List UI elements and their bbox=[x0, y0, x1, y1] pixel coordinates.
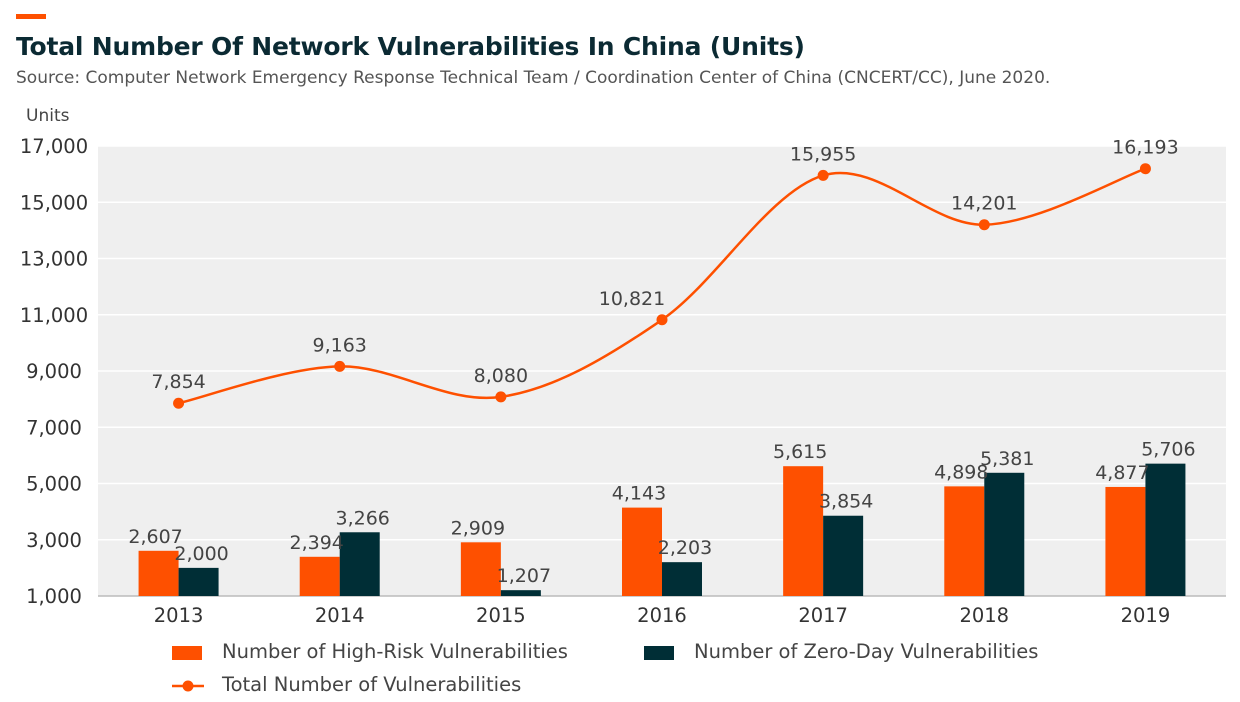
data-label-high-risk: 4,877 bbox=[1095, 462, 1149, 484]
data-label-total: 16,193 bbox=[1112, 137, 1178, 159]
chart-subtitle: Source: Computer Network Emergency Respo… bbox=[16, 68, 1051, 88]
data-label-zero-day: 2,000 bbox=[174, 543, 228, 565]
y-tick-label: 11,000 bbox=[20, 304, 88, 327]
bar-zero-day bbox=[339, 532, 380, 596]
legend-label-zero-day: Number of Zero-Day Vulnerabilities bbox=[694, 640, 1039, 663]
bar-high-risk bbox=[299, 556, 340, 596]
data-label-total: 14,201 bbox=[951, 193, 1017, 215]
data-label-zero-day: 1,207 bbox=[497, 565, 551, 587]
legend-label-high-risk: Number of High-Risk Vulnerabilities bbox=[222, 640, 568, 663]
x-tick-label: 2014 bbox=[315, 604, 365, 627]
legend-label-total: Total Number of Vulnerabilities bbox=[222, 673, 522, 696]
data-label-high-risk: 2,909 bbox=[451, 517, 505, 539]
y-tick-label: 1,000 bbox=[26, 585, 82, 608]
y-tick-label: 7,000 bbox=[26, 416, 82, 439]
point-total bbox=[817, 169, 829, 181]
bar-high-risk bbox=[1105, 486, 1146, 596]
bar-high-risk bbox=[460, 542, 501, 596]
y-axis-label: Units bbox=[26, 106, 70, 126]
bar-high-risk bbox=[622, 507, 662, 596]
data-label-total: 10,821 bbox=[599, 288, 665, 310]
data-label-high-risk: 2,394 bbox=[290, 532, 344, 554]
point-total bbox=[495, 391, 507, 403]
data-label-total: 7,854 bbox=[151, 371, 205, 393]
x-tick-label: 2015 bbox=[476, 604, 526, 627]
y-tick-label: 17,000 bbox=[20, 135, 88, 158]
bar-zero-day bbox=[1145, 463, 1186, 596]
data-label-high-risk: 4,898 bbox=[934, 461, 988, 483]
bar-zero-day bbox=[823, 515, 864, 596]
data-label-total: 15,955 bbox=[790, 143, 856, 165]
point-total bbox=[1139, 163, 1151, 175]
data-label-zero-day: 5,706 bbox=[1141, 439, 1195, 461]
data-label-zero-day: 3,854 bbox=[819, 491, 873, 513]
x-tick-label: 2017 bbox=[798, 604, 848, 627]
y-tick-label: 9,000 bbox=[26, 360, 82, 383]
bar-zero-day bbox=[662, 562, 702, 596]
bar-zero-day bbox=[984, 472, 1025, 596]
data-label-high-risk: 2,607 bbox=[128, 526, 182, 548]
data-label-high-risk: 4,143 bbox=[612, 483, 666, 505]
x-tick-label: 2016 bbox=[637, 604, 687, 627]
y-tick-label: 15,000 bbox=[20, 191, 88, 214]
legend-swatch-zero-day bbox=[644, 646, 674, 660]
point-total bbox=[656, 314, 668, 326]
bar-high-risk bbox=[944, 486, 985, 596]
x-tick-label: 2019 bbox=[1121, 604, 1171, 627]
chart-title: Total Number Of Network Vulnerabilities … bbox=[16, 32, 805, 61]
data-label-zero-day: 5,381 bbox=[980, 448, 1034, 470]
point-total bbox=[173, 397, 185, 409]
bar-zero-day bbox=[178, 567, 219, 596]
data-label-zero-day: 3,266 bbox=[336, 507, 390, 529]
legend-marker-total bbox=[172, 680, 204, 692]
bar-zero-day bbox=[500, 590, 541, 596]
data-label-total: 9,163 bbox=[313, 334, 367, 356]
y-tick-label: 5,000 bbox=[26, 473, 82, 496]
point-total bbox=[978, 219, 990, 231]
y-tick-label: 3,000 bbox=[26, 529, 82, 552]
x-tick-label: 2018 bbox=[959, 604, 1009, 627]
data-label-zero-day: 2,203 bbox=[658, 537, 712, 559]
x-tick-label: 2013 bbox=[154, 604, 204, 627]
bar-high-risk bbox=[783, 466, 824, 596]
data-label-total: 8,080 bbox=[474, 365, 528, 387]
accent-bar bbox=[16, 14, 46, 19]
data-label-high-risk: 5,615 bbox=[773, 441, 827, 463]
bar-high-risk bbox=[138, 550, 179, 596]
legend-swatch-high-risk bbox=[172, 646, 202, 660]
y-tick-label: 13,000 bbox=[20, 248, 88, 271]
point-total bbox=[334, 360, 346, 372]
